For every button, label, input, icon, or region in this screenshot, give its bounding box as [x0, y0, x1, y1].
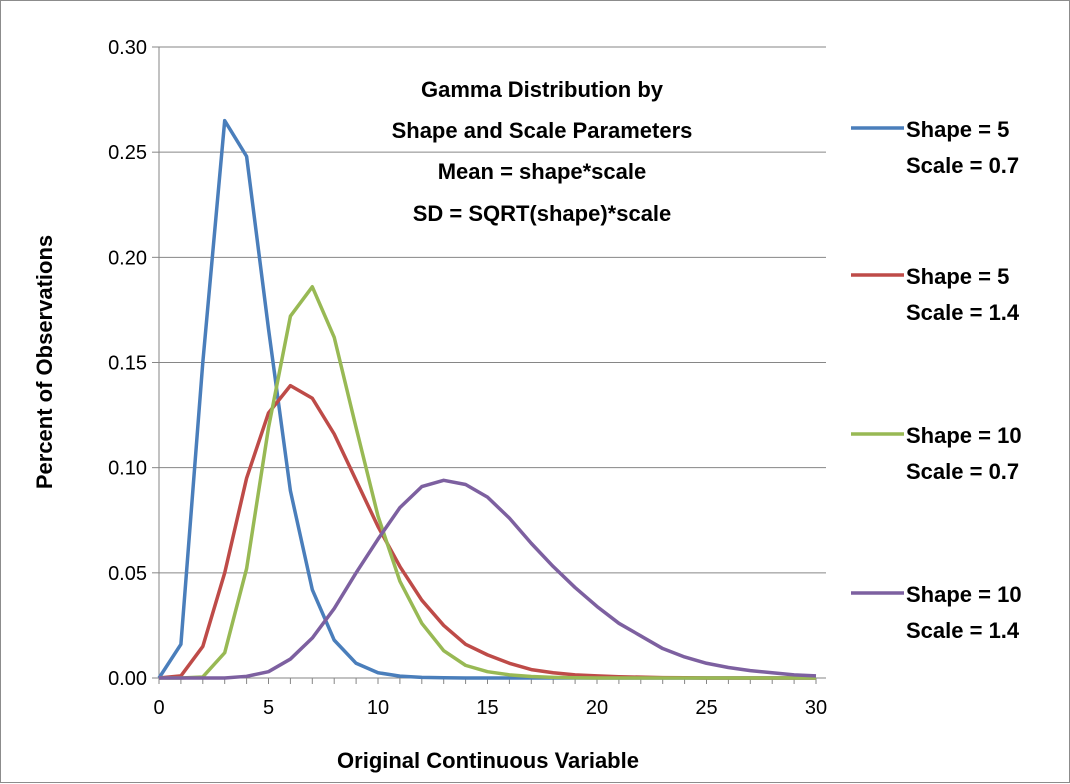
x-tick-label: 5	[263, 697, 274, 719]
legend-label-line2: Scale = 0.7	[906, 153, 1019, 178]
legend-label-line2: Scale = 1.4	[906, 300, 1020, 325]
x-tick-label: 10	[367, 697, 389, 719]
y-tick-label: 0.25	[108, 142, 147, 164]
gridlines	[159, 46, 826, 574]
annotation-text: Gamma Distribution by Shape and Scale Pa…	[392, 77, 693, 226]
legend-label: Shape = 5	[906, 264, 1009, 289]
annotation-line: Shape and Scale Parameters	[392, 118, 693, 143]
y-axis-title: Percent of Observations	[32, 235, 57, 489]
y-tick-label: 0.30	[108, 37, 147, 59]
annotation-line: Gamma Distribution by	[421, 77, 664, 102]
y-tick-label: 0.20	[108, 247, 147, 269]
x-tick-label: 25	[695, 697, 717, 719]
x-tick-label: 0	[153, 697, 164, 719]
legend-label: Shape = 5	[906, 117, 1009, 142]
series-line	[158, 383, 816, 680]
y-tick-label: 0.05	[108, 563, 147, 585]
x-tick-label: 20	[586, 697, 608, 719]
legend-label: Shape = 10	[906, 423, 1022, 448]
y-tick-label: 0.10	[108, 458, 147, 480]
x-tick-label: 15	[476, 697, 498, 719]
series-line	[159, 285, 816, 680]
legend: Shape = 5 Scale = 0.7 Shape = 5 Scale = 1.4…	[851, 117, 1022, 643]
x-axis-title: Original Continuous Variable	[337, 748, 639, 773]
annotation-line: SD = SQRT(shape)*scale	[413, 201, 672, 226]
y-tick-labels: 0.00 0.05 0.10 0.15 0.20 0.25 0.30	[108, 37, 147, 690]
annotation-line: Mean = shape*scale	[438, 159, 647, 184]
series-lines	[157, 118, 817, 680]
series-line	[159, 478, 817, 680]
y-tick-label: 0.00	[108, 668, 147, 690]
legend-label-line2: Scale = 1.4	[906, 618, 1020, 643]
y-tick-label: 0.15	[108, 353, 147, 375]
legend-label-line2: Scale = 0.7	[906, 459, 1019, 484]
legend-label: Shape = 10	[906, 582, 1022, 607]
x-tick-labels: 0 5 10 15 20 25 30	[153, 697, 827, 719]
x-tick-label: 30	[805, 697, 827, 719]
